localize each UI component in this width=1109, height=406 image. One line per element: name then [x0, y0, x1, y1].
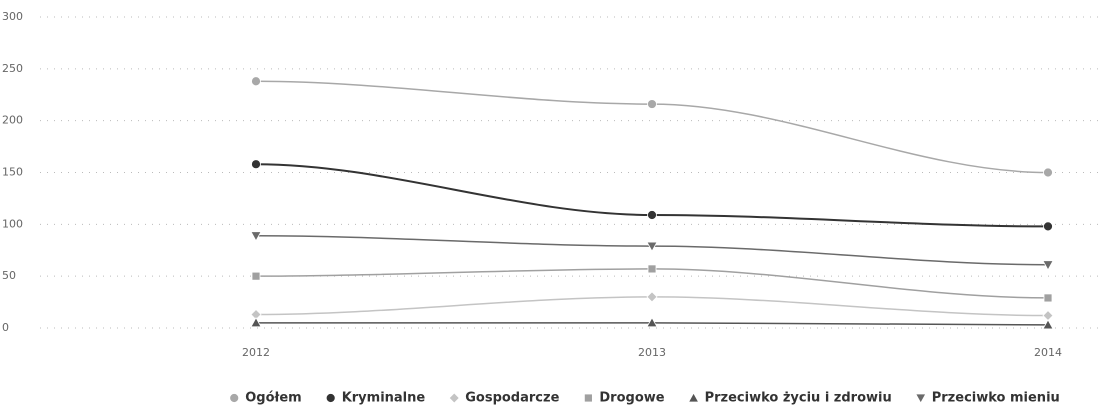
- marker: [251, 159, 261, 170]
- legend-text: Przeciwko życiu i zdrowiu: [705, 391, 892, 406]
- y-tick-label: 150: [2, 166, 23, 179]
- y-tick-label: 0: [2, 321, 9, 334]
- y-tick-label: 50: [2, 269, 16, 282]
- y-tick-label: 200: [2, 114, 23, 127]
- marker: [1042, 309, 1054, 322]
- marker: [229, 393, 240, 403]
- marker: [687, 392, 700, 403]
- y-tick-label: 100: [2, 217, 23, 230]
- marker: [1042, 260, 1054, 271]
- legend: Ogółem Kryminalne Gospodarcze Drogowe Przeci…: [229, 391, 1060, 406]
- marker: [250, 316, 262, 328]
- x-tick-label: 2014: [1034, 346, 1062, 359]
- marker: [647, 99, 657, 109]
- x-tick-label: 2013: [638, 346, 666, 359]
- legend-text: Przeciwko mieniu: [932, 391, 1060, 406]
- marker: [646, 291, 658, 303]
- marker: [915, 393, 927, 404]
- legend-text: Gospodarcze: [465, 391, 559, 406]
- marker: [1043, 221, 1053, 232]
- marker: [448, 392, 460, 404]
- marker: [646, 241, 658, 252]
- marker: [647, 264, 657, 274]
- marker: [251, 76, 261, 87]
- legend-text: Drogowe: [599, 391, 664, 406]
- legend-text: Ogółem: [245, 391, 301, 406]
- x-tick-label: 2012: [242, 346, 270, 359]
- marker: [251, 271, 261, 281]
- y-tick-label: 250: [2, 62, 23, 75]
- marker: [1043, 167, 1053, 178]
- marker: [646, 316, 658, 328]
- y-tick-label: 300: [2, 10, 23, 23]
- marker: [1042, 319, 1054, 330]
- marker: [1043, 293, 1053, 303]
- legend-text: Kryminalne: [342, 391, 426, 406]
- series-line: [255, 80, 1049, 174]
- marker: [250, 231, 262, 242]
- marker: [647, 210, 657, 220]
- marker: [325, 393, 336, 403]
- marker: [583, 393, 593, 403]
